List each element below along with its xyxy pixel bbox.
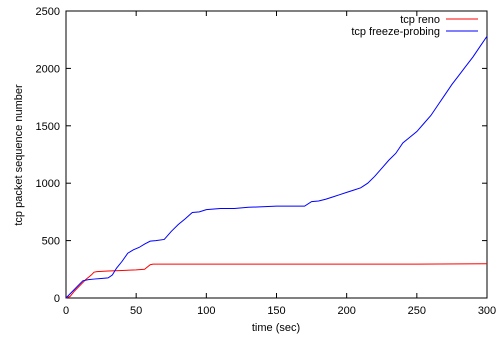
- x-axis-ticks: 0 50 100 150 200 250 300: [63, 11, 496, 317]
- y-axis-ticks: 0 500 1000 1500 2000 2500: [36, 6, 487, 305]
- legend-label: tcp freeze-probing: [351, 26, 440, 38]
- y-tick-label: 2000: [36, 63, 60, 75]
- x-tick-label: 100: [197, 305, 215, 317]
- x-tick-label: 0: [63, 305, 69, 317]
- x-tick-label: 300: [478, 305, 496, 317]
- x-tick-label: 150: [267, 305, 285, 317]
- y-tick-label: 1000: [36, 178, 60, 190]
- y-tick-label: 500: [42, 236, 60, 248]
- x-tick-label: 200: [337, 305, 355, 317]
- plot-frame: [65, 10, 488, 299]
- series-layer: [65, 35, 488, 299]
- series-line-tcp-freeze-probing: [65, 35, 488, 299]
- y-tick-label: 1500: [36, 121, 60, 133]
- series-line-tcp-reno: [65, 263, 488, 299]
- x-tick-label: 50: [130, 305, 142, 317]
- legend-label: tcp reno: [400, 14, 440, 26]
- y-axis-label: tcp packet sequence number: [13, 84, 25, 226]
- x-axis-label: time (sec): [252, 322, 300, 334]
- y-tick-label: 2500: [36, 6, 60, 18]
- x-tick-label: 250: [408, 305, 426, 317]
- y-tick-label: 0: [54, 293, 60, 305]
